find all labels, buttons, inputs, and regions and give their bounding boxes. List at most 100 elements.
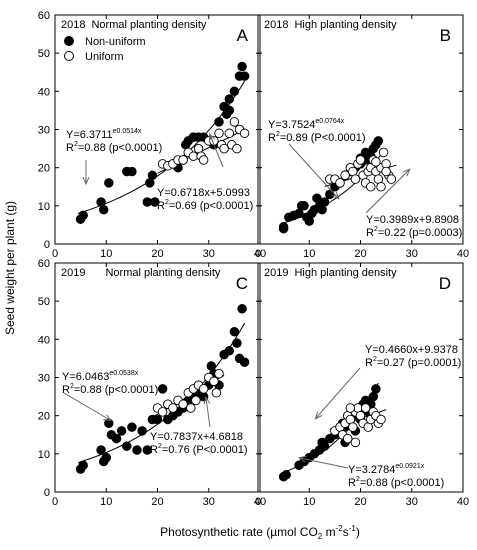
equation-text: Y=6.3711e0.0514x xyxy=(66,128,142,141)
data-point xyxy=(355,155,366,165)
x-tick-label: 10 xyxy=(303,248,315,260)
panels: 0 10 20 30 40 50 60 0 10 20 30 40 2018 Normal plantin… xyxy=(38,10,469,508)
data-point xyxy=(78,210,88,221)
data-point xyxy=(319,441,330,451)
x-tick-label: 30 xyxy=(406,248,418,260)
x-tick-label: 0 xyxy=(255,248,261,260)
data-point xyxy=(371,157,381,167)
data-point xyxy=(378,147,389,158)
y-tick-label: 0 xyxy=(44,239,50,251)
x-tick-label: 10 xyxy=(100,496,112,508)
y-tick-label: 0 xyxy=(44,487,50,499)
equation-text: Y=6.0463e0.0538x xyxy=(62,370,139,383)
data-point xyxy=(127,422,137,432)
data-point xyxy=(219,143,229,154)
data-point xyxy=(224,94,235,104)
r2-text: R2=0.88 (p<0.0001) xyxy=(62,383,158,396)
data-point xyxy=(209,376,219,387)
data-point xyxy=(150,197,160,207)
annotation-arrow xyxy=(300,458,349,469)
equation-text: Y=0.7837x+4.6818 xyxy=(150,431,243,443)
x-tick-label: 10 xyxy=(100,248,112,260)
data-point xyxy=(191,395,201,406)
x-tick-label: 30 xyxy=(406,496,418,508)
data-point xyxy=(348,422,358,432)
r2-text: R2=0.27 (p=0.0001) xyxy=(365,356,461,369)
data-point xyxy=(232,338,242,348)
panel-condition: Normal planting density xyxy=(105,267,220,279)
legend-marker xyxy=(64,36,74,46)
data-point xyxy=(122,441,132,451)
annotation-arrow xyxy=(316,367,361,418)
panel-letter: D xyxy=(439,274,451,293)
panel-year: 2018 xyxy=(61,19,85,31)
data-point xyxy=(178,399,188,409)
y-tick-label: 60 xyxy=(38,258,50,270)
panel-header: 2018 Normal planting density xyxy=(61,19,207,31)
data-point xyxy=(168,403,178,413)
r2-text: R2=0.88 (p<0.0001) xyxy=(348,476,444,489)
data-point xyxy=(350,437,361,448)
data-point xyxy=(211,388,222,398)
legend: Non-uniform Uniform xyxy=(64,36,146,63)
equation-text: Y=0.3989x+9.8908 xyxy=(366,214,459,226)
data-point xyxy=(281,470,291,480)
y-tick-label: 20 xyxy=(38,411,50,423)
data-point xyxy=(198,155,209,165)
r2-text: R2=0.69 (p<0.0001) xyxy=(157,199,253,212)
data-point xyxy=(186,403,196,413)
r2-text: R2=0.76 (P<0.0001) xyxy=(150,443,247,456)
equation-text: Y=0.4660x+9.9378 xyxy=(365,344,458,356)
data-point xyxy=(278,222,289,232)
data-point xyxy=(381,166,391,177)
panel-year: 2019 xyxy=(61,267,85,279)
data-point xyxy=(335,178,345,188)
data-point xyxy=(239,357,250,367)
data-point xyxy=(237,304,247,314)
y-tick-label: 30 xyxy=(38,125,50,137)
x-tick-label: 0 xyxy=(52,496,58,508)
data-point xyxy=(214,368,224,379)
data-point xyxy=(147,170,158,181)
y-axis-title: Seed weight per plant (g) xyxy=(3,201,17,335)
annotation-arrow xyxy=(206,398,211,428)
y-tick-label: 30 xyxy=(38,373,50,385)
x-tick-label: 20 xyxy=(354,496,366,508)
series-uniform xyxy=(325,147,397,192)
data-point xyxy=(101,452,112,463)
data-point xyxy=(127,166,137,177)
series-uniform xyxy=(330,403,386,448)
panel-year: 2019 xyxy=(264,267,288,279)
data-point xyxy=(137,426,147,436)
annotation-arrow xyxy=(63,392,110,420)
data-point xyxy=(132,445,142,455)
data-point xyxy=(345,403,356,413)
r2-text: R2=0.22 (p=0.0003) xyxy=(366,226,462,239)
panel-condition: Normal planting density xyxy=(91,19,206,31)
data-point xyxy=(373,136,384,146)
equation-text: Y=3.7524e0.0764x xyxy=(268,118,345,131)
data-point xyxy=(229,117,240,127)
x-tick-label: 40 xyxy=(254,248,266,260)
data-point xyxy=(371,384,381,394)
data-point xyxy=(142,445,153,455)
series-uniform xyxy=(157,117,250,171)
x-tick-label: 40 xyxy=(457,248,469,260)
y-tick-label: 10 xyxy=(38,449,50,461)
y-tick-label: 50 xyxy=(38,48,50,60)
data-point xyxy=(386,174,397,184)
panel-header: 2018 High planting density xyxy=(264,19,397,31)
data-point xyxy=(360,403,371,413)
data-point xyxy=(104,178,114,188)
legend-label: Uniform xyxy=(85,51,124,63)
r2-text: R2=0.88 (p<0.0001) xyxy=(66,141,162,154)
x-tick-label: 0 xyxy=(255,496,261,508)
series-uniform xyxy=(152,368,224,417)
x-tick-label: 20 xyxy=(151,248,163,260)
data-point xyxy=(325,189,335,200)
panel-frame xyxy=(257,262,464,493)
